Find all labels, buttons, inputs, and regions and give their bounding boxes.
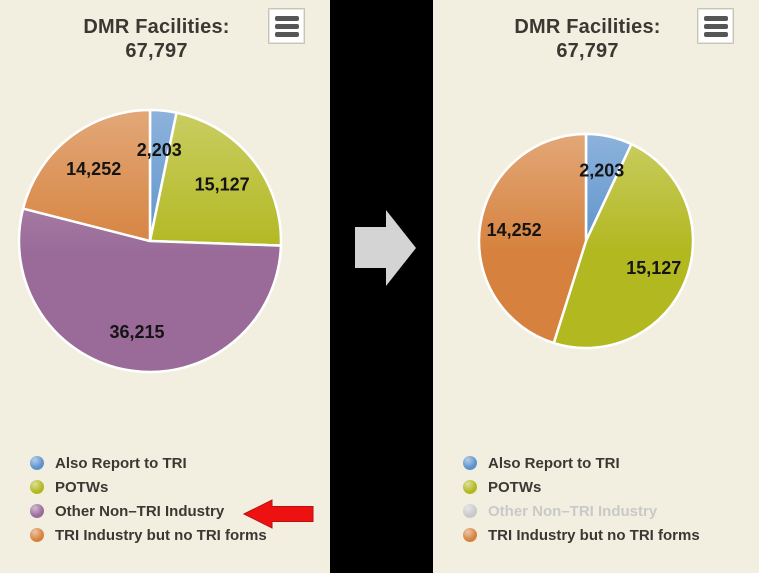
chart-total: 67,797 bbox=[556, 40, 619, 62]
pie-data-label-also-report-to-tri: 2,203 bbox=[137, 140, 182, 160]
chart-header-before: DMR Facilities: 67,797 bbox=[0, 15, 330, 63]
legend-bullet-icon bbox=[463, 456, 477, 470]
legend-bullet-icon bbox=[463, 528, 477, 542]
legend-item-potws[interactable]: POTWs bbox=[433, 475, 759, 499]
legend-label: Other Non–TRI Industry bbox=[488, 502, 658, 520]
pie-data-label-other-non-tri-industry: 36,215 bbox=[109, 322, 164, 342]
pie-data-label-also-report-to-tri: 2,203 bbox=[579, 160, 624, 180]
legend-item-other-non-tri-industry[interactable]: Other Non–TRI Industry bbox=[433, 499, 759, 523]
chart-menu-button[interactable] bbox=[697, 8, 734, 44]
pie-data-label-potws: 15,127 bbox=[195, 175, 250, 195]
pie-data-label-tri-industry-but-no-tri-forms: 14,252 bbox=[66, 159, 121, 179]
legend-bullet-icon bbox=[30, 528, 44, 542]
chart-title: DMR Facilities: bbox=[514, 16, 661, 38]
legend-item-also-report-to-tri[interactable]: Also Report to TRI bbox=[0, 451, 330, 475]
pie-chart-before[interactable]: 2,203 15,127 36,215 14,252 bbox=[0, 0, 330, 420]
legend-item-potws[interactable]: POTWs bbox=[0, 475, 330, 499]
chart-menu-button[interactable] bbox=[268, 8, 305, 44]
legend-label: Other Non–TRI Industry bbox=[55, 502, 225, 520]
legend-item-tri-industry-but-no-tri-forms[interactable]: TRI Industry but no TRI forms bbox=[0, 523, 330, 547]
legend-label: TRI Industry but no TRI forms bbox=[488, 526, 700, 544]
legend-bullet-icon bbox=[30, 456, 44, 470]
pie-data-label-potws: 15,127 bbox=[626, 258, 681, 278]
panel-after: 2,203 15,127 14,252 DMR Facilities: 67,797… bbox=[433, 0, 759, 573]
legend-item-tri-industry-but-no-tri-forms[interactable]: TRI Industry but no TRI forms bbox=[433, 523, 759, 547]
chart-total: 67,797 bbox=[125, 40, 188, 62]
legend-before: Also Report to TRI POTWs Other Non–TRI Ind… bbox=[0, 451, 330, 547]
legend-bullet-icon bbox=[30, 504, 44, 518]
transition-right-arrow-icon bbox=[355, 210, 416, 286]
legend-bullet-icon bbox=[30, 480, 44, 494]
chart-header-after: DMR Facilities: 67,797 bbox=[433, 15, 759, 63]
legend-item-other-non-tri-industry[interactable]: Other Non–TRI Industry bbox=[0, 499, 330, 523]
legend-bullet-icon bbox=[463, 480, 477, 494]
red-annotation-left-arrow-icon bbox=[242, 499, 314, 529]
legend-label: TRI Industry but no TRI forms bbox=[55, 526, 267, 544]
chart-title: DMR Facilities: bbox=[83, 16, 230, 38]
legend-label: POTWs bbox=[488, 478, 542, 496]
pie-data-label-tri-industry-but-no-tri-forms: 14,252 bbox=[487, 220, 542, 240]
legend-label: Also Report to TRI bbox=[488, 454, 620, 472]
legend-item-also-report-to-tri[interactable]: Also Report to TRI bbox=[433, 451, 759, 475]
legend-after: Also Report to TRI POTWs Other Non–TRI Ind… bbox=[433, 451, 759, 547]
panel-before: 2,203 15,127 36,215 14,252 DMR Facilities: … bbox=[0, 0, 330, 573]
legend-label: POTWs bbox=[55, 478, 109, 496]
divider-band bbox=[330, 0, 433, 573]
legend-bullet-icon bbox=[463, 504, 477, 518]
legend-label: Also Report to TRI bbox=[55, 454, 187, 472]
pie-chart-after[interactable]: 2,203 15,127 14,252 bbox=[433, 0, 759, 420]
